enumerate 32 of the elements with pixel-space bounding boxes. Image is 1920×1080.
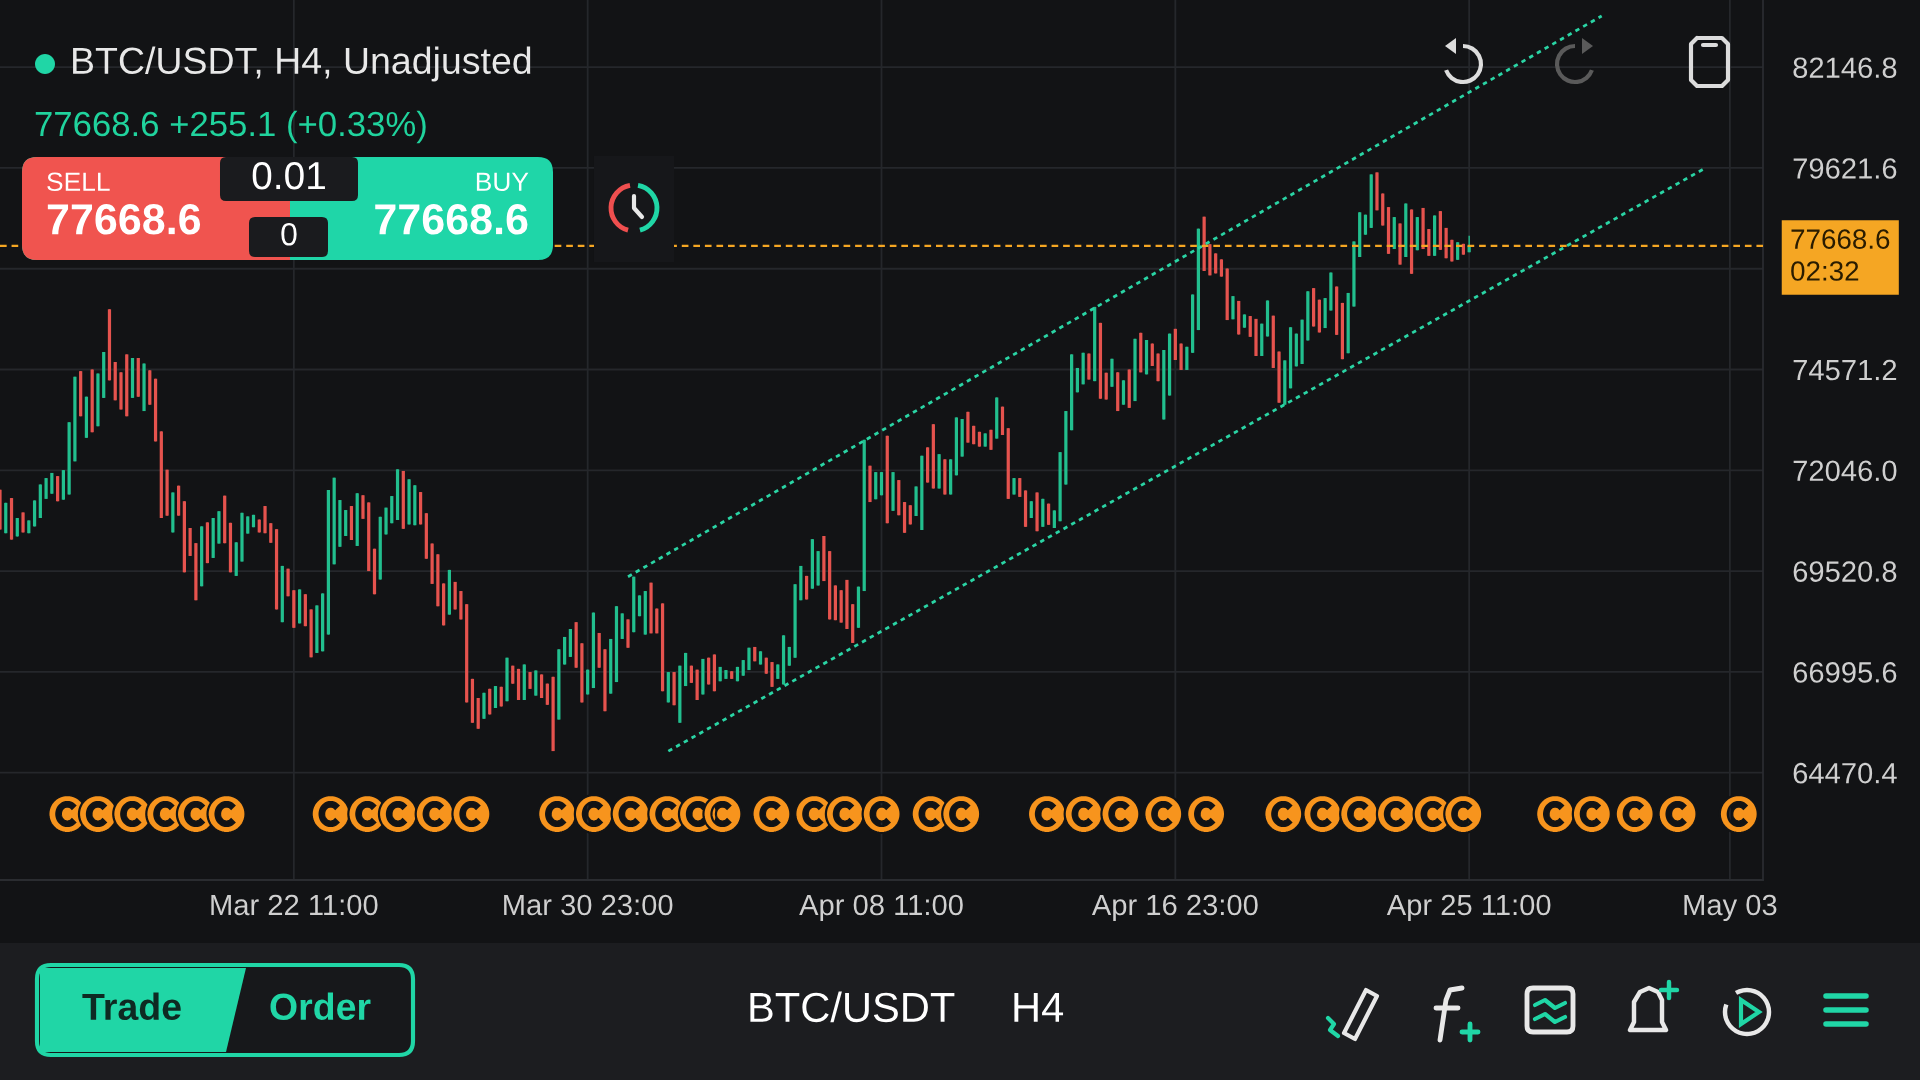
y-tick-label: 74571.2 bbox=[1793, 359, 1897, 381]
annotation: BUY bbox=[476, 172, 529, 192]
annotation: 77668.6 bbox=[47, 204, 201, 235]
x-tick-label: Apr 25 11:00 bbox=[1386, 894, 1551, 922]
candlestick bbox=[1248, 315, 1252, 338]
annotation: 77668.6 bbox=[375, 204, 528, 235]
candlestick bbox=[1018, 477, 1022, 498]
y-tick-label: 66995.6 bbox=[1793, 662, 1897, 683]
y-tick-label: 64470.4 bbox=[1793, 762, 1897, 784]
ref-line-label: 77668.6 02:32 bbox=[1791, 229, 1890, 281]
text: BTC/USDT bbox=[750, 991, 955, 1023]
candlestick bbox=[44, 477, 48, 500]
text: Order bbox=[270, 992, 371, 1021]
y-tick-label: 82146.8 bbox=[1793, 57, 1897, 79]
annotation: 0.01 bbox=[252, 161, 325, 190]
x-tick-label: Mar 22 11:00 bbox=[211, 894, 378, 916]
text: Trade bbox=[82, 992, 181, 1021]
candlestick bbox=[361, 494, 365, 520]
y-tick-label: 69520.8 bbox=[1793, 561, 1897, 582]
y-tick-label: 79621.6 bbox=[1793, 158, 1897, 179]
x-tick-label: May 03 bbox=[1684, 894, 1777, 922]
candlestick bbox=[269, 522, 273, 544]
y-tick-label: 72046.0 bbox=[1793, 460, 1897, 482]
text: H4 bbox=[1014, 993, 1064, 1022]
annotation: SELL bbox=[47, 172, 110, 192]
annotation: 0 bbox=[281, 222, 297, 246]
x-tick-label: Apr 08 11:00 bbox=[799, 894, 963, 922]
x-tick-label: Apr 16 23:00 bbox=[1091, 894, 1258, 922]
x-tick-label: Mar 30 23:00 bbox=[504, 894, 673, 916]
candlestick bbox=[493, 685, 498, 709]
text: BTC/USDT, H4, Unadjusted bbox=[73, 46, 531, 82]
text: 77668.6 +255.1 (+0.33%) bbox=[35, 110, 426, 144]
